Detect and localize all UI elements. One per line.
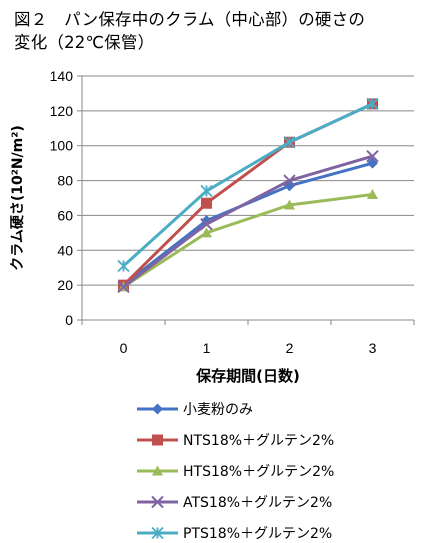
legend-label-0: 小麦粉のみ [183, 402, 253, 418]
gridlines [82, 75, 414, 286]
x-tick-label-3: 3 [369, 340, 377, 356]
series-4 [117, 97, 379, 273]
series-layer [117, 97, 379, 294]
legend-item-0: 小麦粉のみ [137, 402, 253, 418]
y-tick-label-140: 140 [50, 68, 74, 84]
y-tick-label-80: 80 [57, 173, 73, 189]
legend-swatch-marker-2 [152, 465, 163, 476]
legend-item-2: HTS18%＋グルテン2% [137, 464, 334, 480]
series-4-point-1 [200, 184, 213, 198]
x-tick-label-2: 2 [286, 340, 294, 356]
y-tick-label-40: 40 [57, 242, 73, 258]
chart-title-line-1: 図２ パン保存中のクラム（中心部）の硬さの [14, 10, 366, 29]
chart-title: 図２ パン保存中のクラム（中心部）の硬さの 変化（22℃保管） [14, 8, 365, 54]
x-axis-label: 保存期間(日数) [195, 367, 300, 385]
legend-label-2: HTS18%＋グルテン2% [183, 464, 334, 480]
series-3-point-3 [366, 149, 379, 163]
series-1-point-1 [201, 197, 212, 209]
chart-title-line-2: 変化（22℃保管） [14, 33, 155, 52]
series-2-point-3 [367, 189, 378, 200]
legend-item-3: ATS18%＋グルテン2% [137, 495, 332, 511]
y-tick-labels: 0 20 40 60 80 100 120 140 [50, 68, 74, 328]
legend-item-1: NTS18%＋グルテン2% [137, 433, 334, 449]
series-3-point-1 [200, 217, 213, 231]
y-axis-label: クラム硬さ(10²N/m²) [10, 125, 26, 271]
legend: 小麦粉のみ NTS18%＋グルテン2% HTS18%＋グルテン2% ATS18%＋グル… [137, 402, 334, 542]
series-4-point-2 [283, 136, 296, 149]
series-0-point-3 [367, 157, 378, 169]
series-3-point-0 [117, 280, 130, 294]
legend-label-1: NTS18%＋グルテン2% [183, 433, 334, 449]
series-4-point-3 [366, 97, 379, 111]
series-2 [118, 189, 378, 292]
y-tick-label-20: 20 [57, 277, 73, 293]
series-3-point-2 [283, 174, 296, 187]
series-2-point-2 [284, 199, 295, 210]
x-tick-label-1: 1 [203, 340, 211, 356]
x-tick-label-0: 0 [120, 340, 128, 356]
series-2-point-1 [201, 227, 212, 238]
legend-swatch-marker-4 [151, 526, 164, 540]
legend-label-3: ATS18%＋グルテン2% [183, 495, 332, 511]
x-tick-labels: 0 1 2 3 [120, 340, 377, 356]
legend-swatch-marker-1 [152, 434, 163, 446]
series-line-2 [122, 193, 373, 289]
legend-swatch-marker-0 [152, 403, 163, 415]
y-tick-label-0: 0 [65, 312, 73, 328]
legend-swatch-marker-3 [151, 495, 164, 509]
axes [77, 75, 415, 325]
series-0 [118, 157, 378, 291]
series-line-3 [122, 154, 373, 289]
legend-item-4: PTS18%＋グルテン2% [137, 526, 332, 542]
series-4-point-0 [117, 259, 130, 273]
series-line-0 [122, 161, 373, 287]
series-3 [117, 149, 379, 294]
y-tick-label-100: 100 [50, 138, 74, 154]
legend-label-4: PTS18%＋グルテン2% [183, 526, 332, 542]
series-line-4 [122, 102, 374, 268]
y-tick-label-60: 60 [57, 207, 73, 223]
y-tick-label-120: 120 [50, 103, 74, 119]
